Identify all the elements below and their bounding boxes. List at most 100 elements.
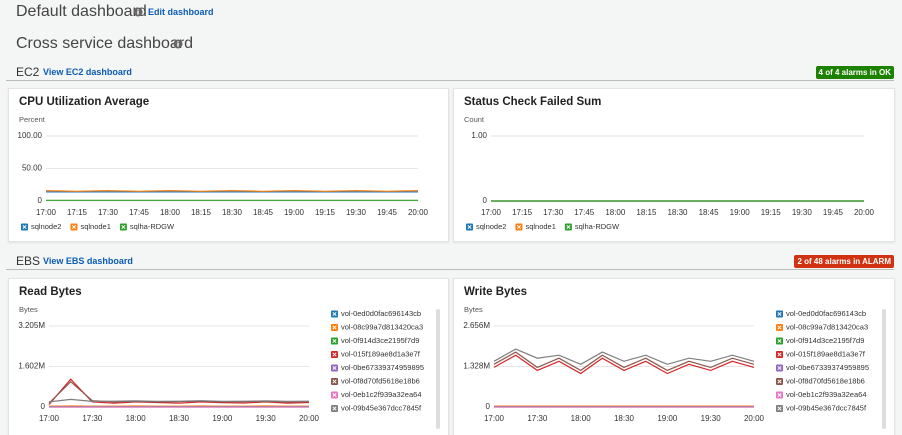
y-axis-label: Bytes xyxy=(19,305,38,314)
x-tick-label: 17:45 xyxy=(574,208,595,217)
legend-marker-x xyxy=(332,379,337,384)
widget: Read Bytes Bytes 0 1.602M 3.205M 17:00 17:30 18… xyxy=(8,278,449,435)
series-line xyxy=(48,380,310,404)
legend-marker-x xyxy=(332,392,337,398)
x-tick-label: 19:00 xyxy=(657,414,678,423)
legend-label: vol-0f8d70fd5618e18b6 xyxy=(341,376,420,385)
section-title: EC2 xyxy=(16,65,40,79)
x-tick-label: 19:30 xyxy=(701,414,722,423)
y-tick-label: 0 xyxy=(38,196,43,205)
legend-label: sqlha-RDGW xyxy=(575,222,620,231)
edit-dashboard-link[interactable]: Edit dashboard xyxy=(148,7,214,17)
x-tick-label: 20:00 xyxy=(744,414,765,423)
x-tick-label: 18:45 xyxy=(253,208,274,217)
series-line xyxy=(493,351,755,372)
section-rule xyxy=(6,269,894,270)
legend-label: vol-0ed0d0fac696143cb xyxy=(341,309,421,318)
y-tick-label: 0 xyxy=(486,402,491,411)
legend-label: sqlnode2 xyxy=(31,222,61,231)
legend-marker-x xyxy=(22,224,27,230)
legend-label: vol-0eb1c2f939a32ea64 xyxy=(341,390,422,399)
legend-marker-x xyxy=(332,311,337,317)
legend-label: sqlnode1 xyxy=(80,222,110,231)
page-title: Default dashboard xyxy=(16,3,147,20)
x-tick-label: 18:00 xyxy=(605,208,626,217)
legend-label: vol-0f8d70fd5618e18b6 xyxy=(786,376,865,385)
x-tick-label: 17:15 xyxy=(67,208,88,217)
x-tick-label: 19:30 xyxy=(346,208,367,217)
chart-title: Write Bytes xyxy=(464,286,527,298)
legend-label: sqlnode2 xyxy=(476,222,506,231)
legend-marker-x xyxy=(777,325,782,330)
y-tick-label: 1.00 xyxy=(471,131,487,140)
x-tick-label: 18:45 xyxy=(699,208,720,217)
x-tick-label: 17:30 xyxy=(543,208,564,217)
x-tick-label: 17:15 xyxy=(512,208,533,217)
x-tick-label: 18:00 xyxy=(571,414,592,423)
x-tick-label: 19:45 xyxy=(377,208,398,217)
alarm-badge[interactable]: 4 of 4 alarms in OK xyxy=(815,66,894,79)
legend-marker-x xyxy=(467,224,472,230)
y-tick-label: 0 xyxy=(483,196,488,205)
legend-label: vol-0eb1c2f939a32ea64 xyxy=(786,390,867,399)
section-title: EBS xyxy=(16,254,41,268)
x-tick-label: 17:30 xyxy=(98,208,119,217)
x-tick-label: 18:00 xyxy=(126,414,147,423)
x-tick-label: 17:45 xyxy=(129,208,150,217)
x-tick-label: 18:00 xyxy=(160,208,181,217)
y-tick-label: 3.205M xyxy=(18,321,45,330)
x-tick-label: 17:00 xyxy=(36,208,57,217)
x-tick-label: 17:30 xyxy=(82,414,103,423)
x-tick-label: 19:30 xyxy=(256,414,277,423)
x-tick-label: 19:45 xyxy=(823,208,844,217)
x-tick-label: 17:00 xyxy=(484,414,505,423)
y-axis-label: Bytes xyxy=(464,305,483,314)
legend-marker-x xyxy=(332,406,337,411)
x-tick-label: 17:00 xyxy=(39,414,60,423)
x-tick-label: 18:15 xyxy=(191,208,212,217)
x-tick-label: 17:00 xyxy=(481,208,502,217)
x-tick-label: 18:15 xyxy=(636,208,657,217)
y-tick-label: 1.602M xyxy=(18,362,45,371)
legend-marker-x xyxy=(332,325,337,330)
legend-label: vol-0be67339374959895 xyxy=(341,363,424,372)
legend-marker-x xyxy=(121,224,126,230)
x-tick-label: 18:30 xyxy=(614,414,635,423)
x-tick-label: 19:00 xyxy=(212,414,233,423)
legend-label: sqlnode1 xyxy=(525,222,555,231)
y-tick-label: 1.328M xyxy=(463,362,490,371)
x-tick-label: 20:00 xyxy=(408,208,429,217)
chart-title: CPU Utilization Average xyxy=(19,96,149,108)
legend-marker-x xyxy=(777,352,782,357)
legend-marker-x xyxy=(516,224,522,230)
x-tick-label: 20:00 xyxy=(299,414,320,423)
legend-scrollbar xyxy=(436,309,440,429)
legend-marker-x xyxy=(777,379,782,384)
legend-label: vol-0ed0d0fac696143cb xyxy=(786,309,866,318)
x-tick-label: 18:30 xyxy=(169,414,190,423)
chart-title: Status Check Failed Sum xyxy=(464,96,601,108)
legend-label: vol-015f189ae8d1a3e7f xyxy=(786,349,866,358)
info-icon[interactable] xyxy=(173,39,183,49)
widget: Status Check Failed Sum Count 0 1.00 17:00 17… xyxy=(453,88,895,242)
y-tick-label: 50.00 xyxy=(22,164,43,173)
section-link[interactable]: View EBS dashboard xyxy=(43,256,133,266)
info-icon[interactable] xyxy=(133,7,143,17)
legend-label: vol-0be67339374959895 xyxy=(786,363,869,372)
y-axis-label: Percent xyxy=(19,115,46,124)
legend-marker-x xyxy=(332,352,337,357)
series-line xyxy=(45,189,419,192)
chart: Read Bytes Bytes 0 1.602M 3.205M 17:00 17:30 18… xyxy=(18,286,440,429)
legend-marker-x xyxy=(71,224,77,230)
section-link[interactable]: View EC2 dashboard xyxy=(43,67,132,77)
x-tick-label: 19:30 xyxy=(792,208,813,217)
legend-marker-x xyxy=(777,338,782,344)
legend-marker-x xyxy=(566,224,571,230)
y-tick-label: 2.656M xyxy=(463,321,490,330)
y-axis-label: Count xyxy=(464,115,485,124)
x-tick-label: 20:00 xyxy=(854,208,875,217)
legend-label: vol-08c99a7d813420ca3 xyxy=(786,322,868,331)
alarm-badge[interactable]: 2 of 48 alarms in ALARM xyxy=(794,255,894,268)
x-tick-label: 19:15 xyxy=(761,208,782,217)
